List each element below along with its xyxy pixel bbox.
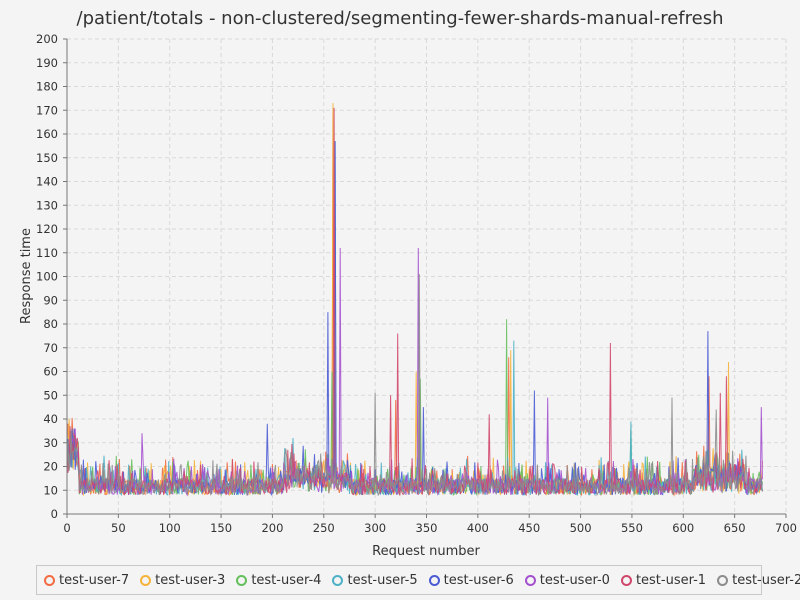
y-tick-label: 170 [36, 103, 58, 117]
legend-item: test-user-6 [428, 572, 514, 588]
legend-marker-icon [717, 574, 729, 586]
x-tick-label: 150 [210, 521, 232, 535]
y-tick-label: 40 [43, 412, 58, 426]
x-tick-label: 0 [63, 521, 70, 535]
y-tick-label: 100 [36, 270, 58, 284]
y-tick-label: 200 [36, 32, 58, 46]
x-tick-label: 650 [724, 521, 746, 535]
x-tick-label: 600 [672, 521, 694, 535]
chart-title: /patient/totals - non-clustered/segmenti… [77, 8, 724, 29]
y-axis-label: Response time [19, 228, 34, 324]
x-tick-label: 700 [775, 521, 797, 535]
x-tick-label: 450 [518, 521, 540, 535]
legend-item: test-user-0 [524, 572, 610, 588]
legend-item: test-user-7 [44, 573, 129, 588]
x-tick-label: 350 [416, 521, 438, 535]
y-tick-label: 180 [36, 80, 58, 94]
series-line-test-user-2 [66, 274, 763, 497]
legend-item: test-user-1 [620, 572, 707, 588]
legend-label: test-user-2 [732, 572, 800, 588]
y-tick-label: 0 [51, 507, 58, 521]
y-tick-label: 190 [36, 56, 58, 70]
y-tick-label: 10 [43, 483, 58, 497]
y-tick-label: 140 [36, 175, 58, 189]
x-tick-label: 550 [621, 521, 643, 535]
legend-label: test-user-1 [635, 572, 707, 588]
y-tick-label: 150 [36, 151, 58, 165]
legend-label: test-user-0 [539, 572, 610, 588]
legend-marker-icon [332, 574, 344, 586]
y-tick-label: 160 [36, 127, 58, 141]
legend-marker-icon [44, 574, 55, 586]
legend-label: test-user-3 [155, 572, 226, 588]
x-tick-label: 400 [467, 521, 489, 535]
y-tick-label: 90 [43, 293, 58, 307]
legend-item: test-user-3 [140, 573, 225, 588]
x-tick-label: 200 [261, 521, 283, 535]
legend-marker-icon [236, 574, 248, 586]
legend-item: test-user-4 [236, 573, 321, 588]
y-tick-label: 30 [43, 436, 58, 450]
legend-label: test-user-5 [347, 572, 418, 588]
x-tick-label: 100 [159, 521, 181, 535]
y-tick-label: 20 [43, 460, 58, 474]
series-line-test-user-5 [66, 141, 763, 497]
x-tick-label: 300 [364, 521, 386, 535]
legend-label: test-user-6 [443, 572, 514, 588]
y-tick-label: 130 [36, 198, 58, 212]
legend-item: test-user-2 [717, 573, 800, 588]
x-tick-label: 500 [570, 521, 592, 535]
legend-item: test-user-5 [332, 572, 418, 588]
y-tick-label: 120 [36, 222, 58, 236]
grid [66, 38, 787, 515]
y-tick-label: 80 [43, 317, 58, 331]
y-tick-label: 60 [43, 365, 58, 379]
series-line-test-user-7 [66, 107, 763, 497]
axes: 0 10 20 30 40 50 60 70 80 90 100 110 120 130 140 150 160… [36, 32, 797, 535]
y-tick-label: 70 [43, 341, 58, 355]
legend-marker-icon [620, 574, 632, 586]
y-tick-label: 110 [36, 246, 58, 260]
legend-label: test-user-4 [251, 572, 322, 588]
legend-marker-icon [140, 574, 152, 586]
series-line-test-user-1 [66, 107, 763, 497]
series-line-test-user-6 [66, 141, 763, 497]
y-tick-label: 50 [43, 388, 58, 402]
x-axis-label: Request number [372, 544, 480, 559]
x-tick-label: 250 [313, 521, 335, 535]
legend-marker-icon [428, 574, 440, 586]
legend-marker-icon [524, 574, 536, 586]
series-line-test-user-3 [66, 103, 763, 497]
x-tick-label: 50 [111, 521, 126, 535]
legend-label: test-user-7 [59, 572, 130, 588]
legend: test-user-7 test-user-3 test-user-4 test-us… [36, 565, 800, 595]
series-lines [66, 103, 763, 497]
